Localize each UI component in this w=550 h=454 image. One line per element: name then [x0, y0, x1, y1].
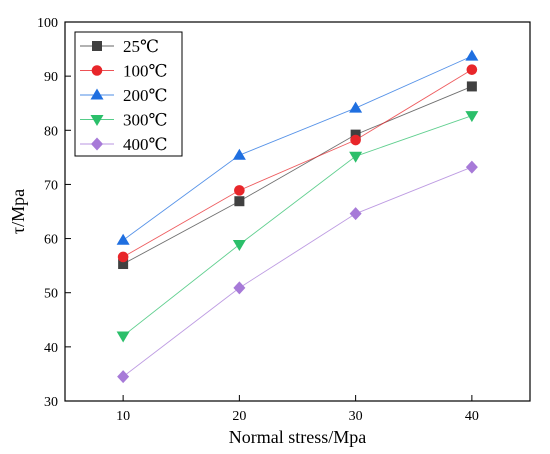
data-point [232, 240, 246, 252]
series-400 [117, 160, 478, 384]
legend-label: 25℃ [123, 37, 159, 56]
y-axis: 30 40 50 60 70 80 90 100 [37, 16, 71, 410]
legend-entry: 25℃ [80, 37, 159, 56]
data-point [232, 148, 246, 160]
y-tick-label: 100 [37, 16, 58, 31]
legend-label: 200℃ [123, 86, 168, 105]
data-point [116, 331, 130, 343]
legend-entry: 400℃ [80, 135, 168, 154]
series-line [122, 69, 473, 258]
y-tick-label: 40 [44, 341, 58, 356]
y-tick-label: 80 [44, 124, 58, 139]
legend-marker [92, 41, 102, 51]
x-axis-title: Normal stress/Mpa [229, 427, 366, 447]
series-100 [117, 64, 478, 263]
data-point [465, 160, 478, 174]
data-point [116, 233, 130, 245]
x-tick-label: 40 [465, 409, 479, 424]
plot-frame [64, 21, 531, 402]
legend-marker [91, 137, 103, 151]
data-point [233, 281, 246, 295]
series-300 [116, 111, 479, 343]
legend-label: 300℃ [123, 111, 168, 130]
data-point [350, 129, 361, 140]
legend-entry: 100℃ [80, 62, 168, 81]
series-line [122, 115, 473, 337]
data-point [234, 196, 245, 207]
x-tick-label: 20 [232, 409, 246, 424]
series-200 [116, 49, 479, 245]
data-point [117, 370, 130, 384]
data-point [117, 251, 129, 263]
y-tick-label: 90 [44, 70, 58, 85]
data-point [349, 151, 363, 163]
data-point [234, 185, 245, 196]
data-point [466, 81, 477, 92]
data-point [466, 64, 478, 75]
legend-entry: 200℃ [80, 86, 168, 105]
data-point [118, 259, 129, 270]
x-tick-label: 10 [116, 409, 130, 424]
x-tick-label: 30 [349, 409, 363, 424]
legend-label: 400℃ [123, 135, 168, 154]
legend: 25℃ 100℃ 200℃ 300℃ 400℃ [74, 31, 183, 157]
legend-label: 100℃ [123, 62, 168, 81]
legend-entry: 300℃ [80, 111, 168, 130]
series-line [122, 55, 473, 241]
data-point [465, 111, 479, 123]
data-point [349, 101, 363, 113]
series-line [122, 166, 473, 377]
data-point [465, 49, 479, 61]
y-tick-label: 50 [44, 287, 58, 302]
series-layer [116, 49, 479, 384]
legend-marker [90, 88, 104, 100]
y-tick-label: 60 [44, 233, 58, 248]
legend-marker [90, 115, 104, 126]
y-tick-label: 30 [44, 395, 58, 410]
x-axis: 10 20 30 40 [116, 395, 479, 424]
series-25 [118, 81, 477, 270]
legend-marker [91, 65, 103, 76]
series-line [122, 86, 473, 265]
data-point [350, 134, 361, 146]
y-tick-label: 70 [44, 178, 58, 193]
legend-box [74, 31, 183, 157]
data-point [349, 207, 362, 221]
y-axis-title: τ/Mpa [8, 189, 28, 234]
